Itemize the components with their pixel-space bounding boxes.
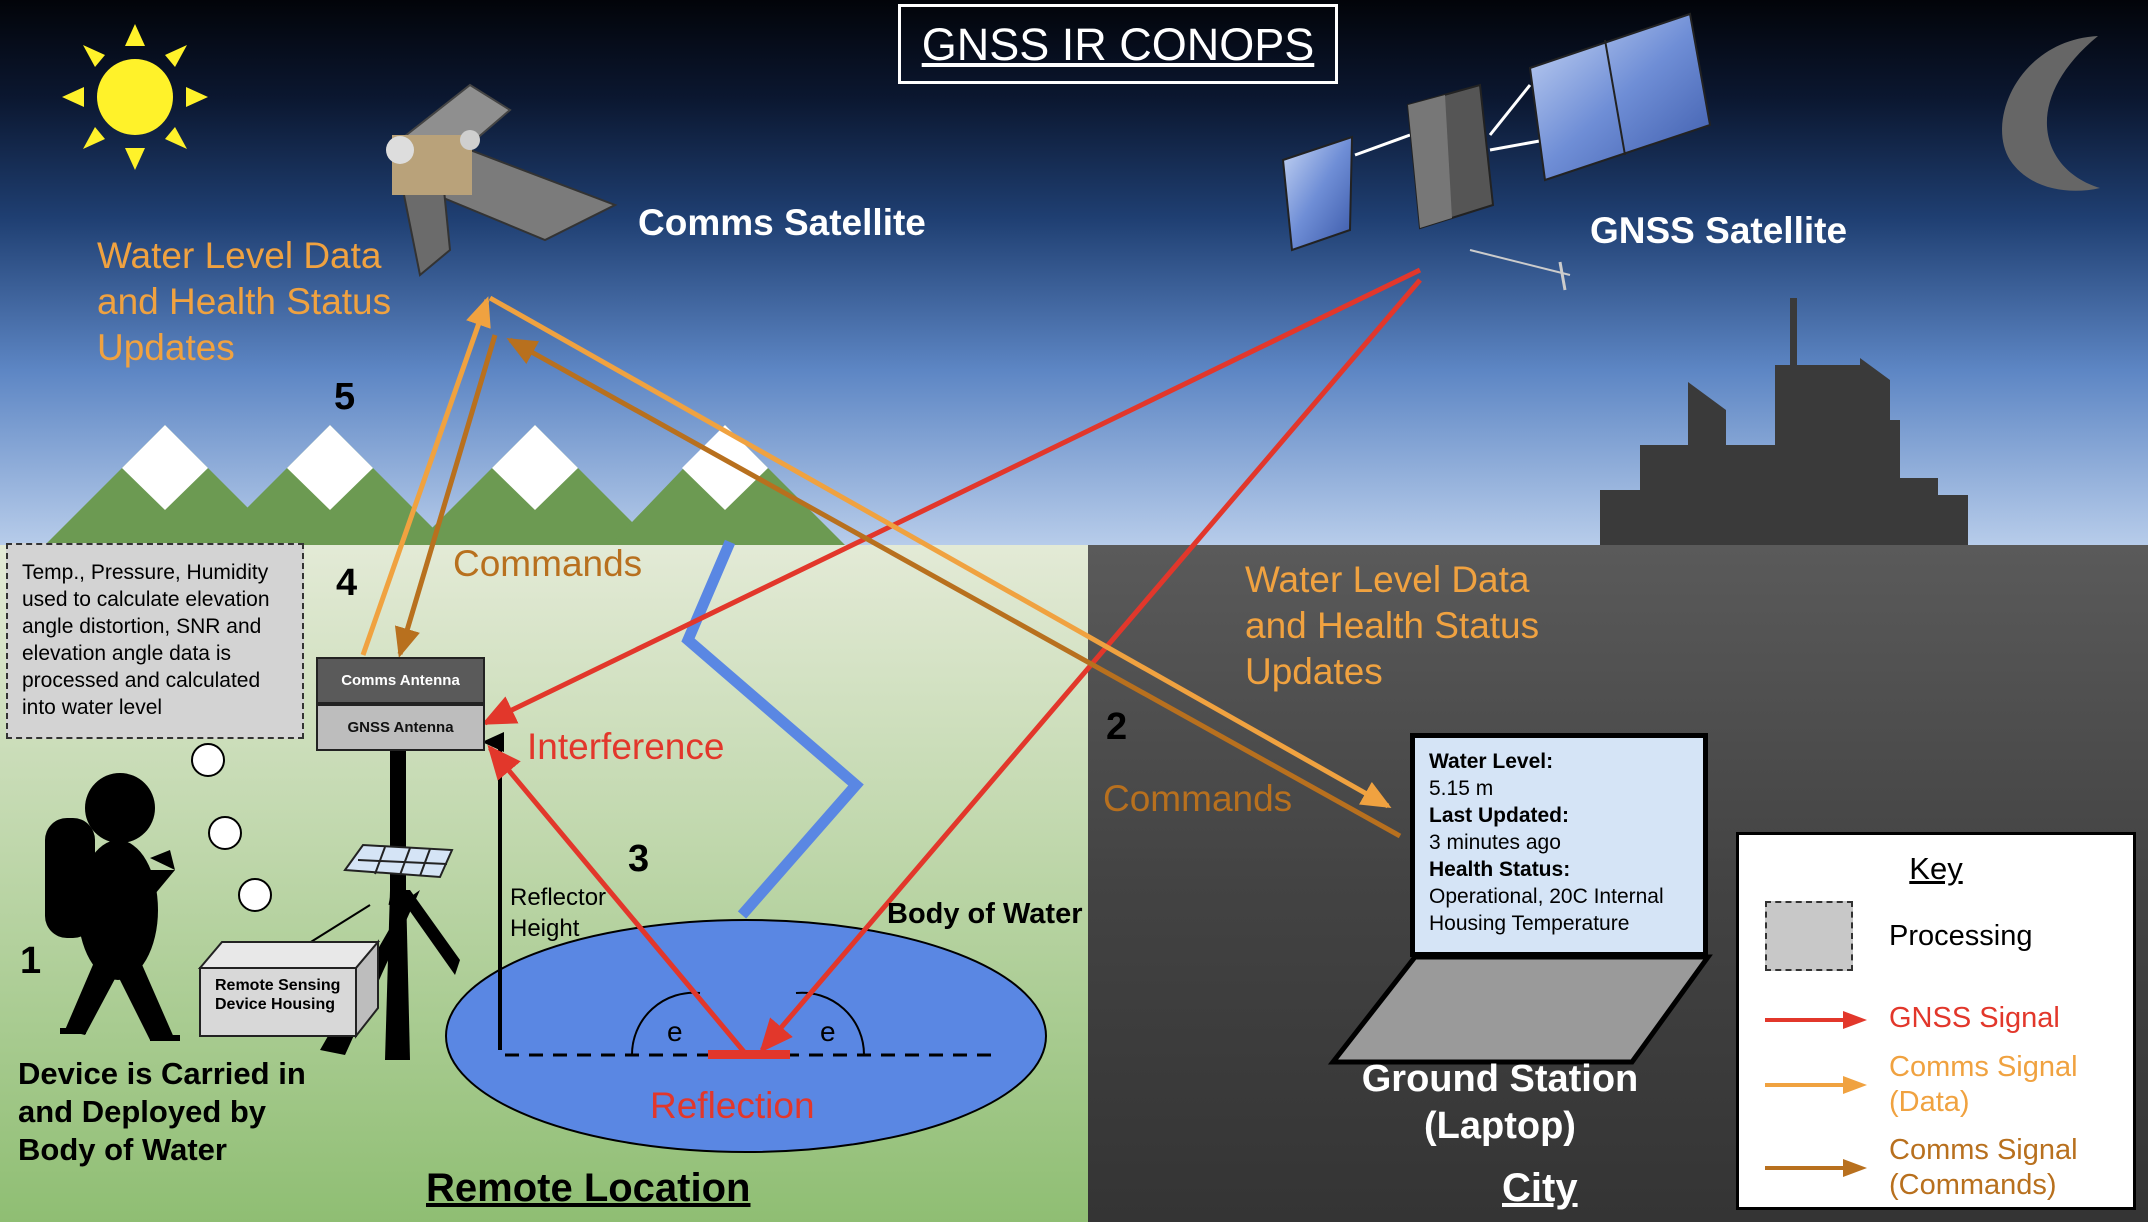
city-heading: City <box>1502 1166 1578 1210</box>
step-4: 4 <box>336 562 358 604</box>
sky-data-annotation: Water Level Data and Health Status Updat… <box>97 235 392 368</box>
reflector-height-label: Reflector Height <box>510 884 607 942</box>
legend-gnss-label: GNSS Signal <box>1889 1002 2060 1034</box>
reflection-point <box>708 1050 790 1059</box>
gnss-satellite-icon <box>1281 12 1712 291</box>
water-level-label: Water Level: <box>1429 750 1554 773</box>
interference-label: Interference <box>527 726 725 767</box>
legend-comms-commands-arrow <box>1765 1159 1867 1177</box>
multipath-line <box>681 539 864 919</box>
last-updated-value: 3 minutes ago <box>1429 831 1561 854</box>
housing-label: Remote Sensing Device Housing <box>215 977 341 1013</box>
comms-commands-uplink <box>506 337 1402 839</box>
housing-box <box>197 939 381 1039</box>
laptop-screen: Water Level: 5.15 m Last Updated: 3 minu… <box>1410 733 1708 957</box>
city-data-annotation: Water Level Data and Health Status Updat… <box>1245 559 1540 692</box>
comms-satellite-icon <box>386 83 618 277</box>
mountains <box>45 425 845 545</box>
commands-label-top: Commands <box>453 543 643 584</box>
commands-label-city: Commands <box>1103 778 1293 819</box>
thought-bubbles <box>191 743 272 912</box>
gnss-satellite-label: GNSS Satellite <box>1590 210 1848 251</box>
comms-commands-downlink <box>394 334 498 658</box>
sun-icon <box>62 24 208 170</box>
reflected-signal <box>487 744 747 1055</box>
gnss-signal-to-antenna <box>481 267 1422 726</box>
body-of-water <box>445 919 1047 1153</box>
moon-icon <box>2002 36 2100 191</box>
legend-gnss-arrow <box>1765 1011 1867 1029</box>
remote-location-heading: Remote Location <box>426 1166 751 1210</box>
legend-comms-data-label: Comms Signal (Data) <box>1889 1051 2078 1118</box>
comms-antenna: Comms Antenna <box>316 657 485 704</box>
last-updated-label: Last Updated: <box>1429 804 1570 827</box>
health-status-label: Health Status: <box>1429 858 1571 881</box>
solar-panel-icon <box>343 843 454 906</box>
comms-data-uplink <box>360 296 491 656</box>
reflection-label: Reflection <box>650 1085 815 1126</box>
legend-comms-commands-label: Comms Signal (Commands) <box>1889 1134 2078 1201</box>
step-3: 3 <box>628 838 650 880</box>
ground-station-label: Ground Station (Laptop) <box>1361 1058 1639 1147</box>
comms-satellite-label: Comms Satellite <box>638 202 926 243</box>
comms-data-downlink <box>488 295 1392 809</box>
body-of-water-label: Body of Water <box>887 898 1083 930</box>
step-2: 2 <box>1106 706 1128 748</box>
elevation-angle-left <box>630 991 701 1056</box>
legend-key: Key Processing GNSS Signal Comms Signal … <box>1736 832 2136 1210</box>
legend-title: Key <box>1909 851 1963 886</box>
processing-note: Temp., Pressure, Humidity used to calcul… <box>6 543 304 739</box>
laptop-base <box>1327 954 1713 1065</box>
step-5: 5 <box>334 376 356 418</box>
diagram-title: GNSS IR CONOPS <box>898 4 1338 84</box>
gnss-antenna: GNSS Antenna <box>316 704 485 751</box>
legend-processing-label: Processing <box>1889 920 2033 952</box>
device-deployment-label: Device is Carried in and Deployed by Bod… <box>18 1056 306 1167</box>
legend-processing-swatch <box>1765 901 1853 971</box>
city-skyline <box>1600 298 1968 545</box>
water-level-value: 5.15 m <box>1429 777 1494 800</box>
angle-symbol-left: e <box>667 1016 683 1047</box>
legend-comms-data-arrow <box>1765 1076 1867 1094</box>
angle-symbol-right: e <box>820 1016 836 1047</box>
health-status-value: Operational, 20C Internal Housing Temper… <box>1429 885 1664 935</box>
hiker-figure <box>45 773 180 1041</box>
step-1: 1 <box>20 940 42 982</box>
